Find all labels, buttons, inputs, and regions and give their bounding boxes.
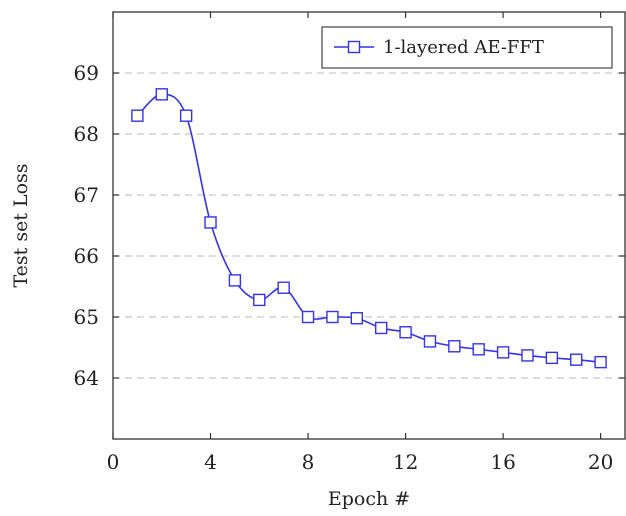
data-point-epoch-2	[155, 88, 168, 101]
data-point-epoch-12	[399, 326, 412, 339]
x-tick-label-4: 4	[204, 450, 217, 474]
data-point-epoch-5	[228, 274, 242, 287]
y-axis-ticks: 64 65 66 67 68 69	[74, 61, 625, 390]
y-tick-label-66: 66	[74, 244, 99, 268]
x-axis-label: Epoch #	[328, 488, 410, 510]
y-axis-label: Test set Loss	[10, 163, 32, 287]
data-point-epoch-15	[472, 343, 485, 356]
data-point-epoch-7	[277, 281, 290, 294]
data-point-epoch-13	[423, 335, 437, 348]
y-tick-label-64: 64	[74, 366, 99, 390]
data-point-epoch-8	[301, 310, 315, 324]
series-markers	[131, 88, 607, 369]
x-axis-ticks: 0 4 8 12 16 20	[107, 12, 613, 474]
data-point-epoch-17	[521, 349, 534, 362]
y-tick-label-67: 67	[74, 183, 99, 207]
x-tick-label-16: 16	[490, 450, 515, 474]
data-point-epoch-18	[545, 351, 559, 365]
legend-marker-sample	[347, 40, 361, 54]
legend-label: 1-layered AE-FFT	[383, 37, 544, 58]
data-point-epoch-16	[496, 346, 510, 359]
legend: 1-layered AE-FFT	[321, 26, 613, 69]
data-point-epoch-11	[374, 321, 388, 335]
grid-lines	[113, 72, 625, 379]
plot-area-frame	[112, 11, 626, 440]
x-tick-label-0: 0	[107, 450, 120, 474]
x-tick-label-20: 20	[588, 450, 613, 474]
data-point-epoch-14	[448, 340, 461, 353]
data-point-epoch-19	[570, 353, 583, 366]
y-tick-label-65: 65	[74, 305, 99, 329]
data-point-epoch-3	[179, 109, 193, 122]
data-point-epoch-9	[326, 310, 339, 324]
data-point-epoch-10	[350, 312, 364, 325]
data-point-epoch-20	[594, 355, 607, 369]
data-point-epoch-1	[131, 109, 144, 122]
y-tick-label-69: 69	[74, 61, 99, 85]
data-point-epoch-4	[204, 216, 217, 229]
y-tick-label-68: 68	[74, 122, 99, 146]
x-tick-label-12: 12	[393, 450, 418, 474]
data-point-epoch-6	[253, 293, 266, 307]
x-tick-label-8: 8	[302, 450, 315, 474]
